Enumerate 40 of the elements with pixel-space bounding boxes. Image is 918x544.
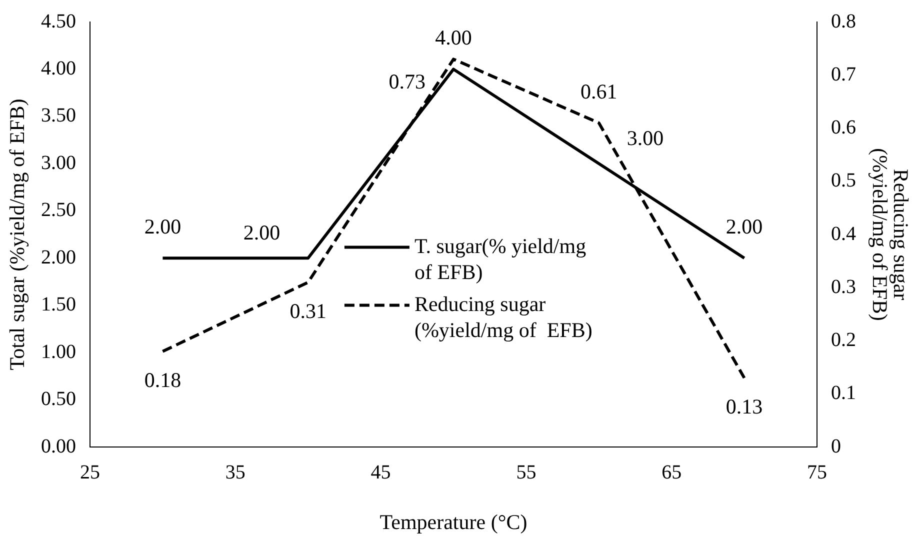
data-label: 2.00 (243, 220, 280, 245)
x-axis-title: Temperature (°C) (380, 510, 528, 534)
y-tick-label: 0.50 (41, 388, 76, 410)
data-label: 0.18 (144, 368, 182, 392)
x-tick-label: 75 (807, 461, 827, 484)
y2-tick-label: 0.2 (831, 329, 856, 351)
y-tick-label: 4.00 (41, 57, 76, 80)
legend-label: T. sugar(% yield/mg of EFB) (414, 234, 587, 284)
y2-tick-label: 0 (831, 435, 841, 458)
x-tick-label: 25 (80, 461, 100, 484)
y-axis-title: Total sugar (%yield/mg of EFB) (5, 98, 30, 370)
data-label: 2.00 (144, 214, 182, 239)
y-tick-label: 0.00 (41, 435, 76, 458)
x-tick-label: 35 (225, 461, 246, 484)
legend-label: Reducing sugar (%yield/mg of EFB) (414, 292, 592, 342)
y-tick-label: 2.00 (41, 246, 76, 268)
y2-axis-title: Reducing sugar (%yield/mg of EFB) (868, 148, 913, 321)
data-label: 2.00 (726, 214, 763, 239)
y-tick-label: 1.50 (41, 294, 76, 316)
y2-tick-label: 0.5 (831, 170, 856, 192)
y2-tick-label: 0.6 (831, 116, 856, 138)
data-label: 0.73 (388, 70, 426, 94)
data-label: 0.13 (726, 394, 763, 418)
y-tick-label: 3.50 (41, 104, 76, 127)
y-tick-label: 3.00 (41, 152, 76, 174)
y2-tick-label: 0.4 (831, 222, 856, 245)
x-tick-label: 55 (516, 461, 536, 484)
y-tick-label: 4.50 (41, 10, 76, 32)
x-tick-label: 65 (662, 461, 682, 484)
y2-tick-label: 0.7 (831, 63, 856, 86)
data-label: 4.00 (435, 26, 472, 50)
y-tick-label: 2.50 (41, 199, 76, 222)
y-tick-label: 1.00 (41, 340, 76, 363)
data-label: 3.00 (626, 126, 664, 150)
y2-tick-label: 0.8 (831, 10, 856, 32)
y2-tick-label: 0.1 (831, 382, 856, 404)
data-label: 0.31 (290, 298, 326, 323)
y2-tick-label: 0.3 (831, 276, 856, 298)
x-tick-label: 45 (370, 461, 391, 484)
data-label: 0.61 (580, 79, 618, 104)
